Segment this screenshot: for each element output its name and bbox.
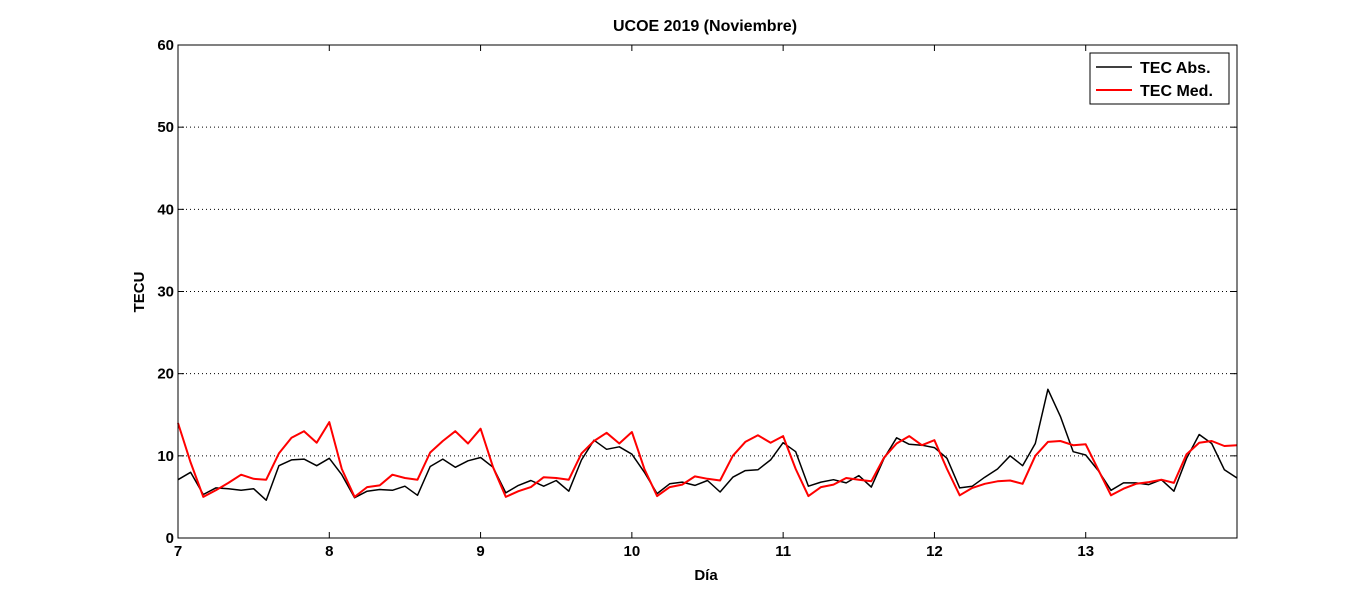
x-tick-label-11: 11: [775, 543, 791, 560]
y-tick-label-20: 20: [157, 366, 174, 383]
legend-label-tec-med: TEC Med.: [1140, 83, 1213, 100]
series-line-tec-med: [177, 421, 1238, 498]
legend: TEC Abs. TEC Med.: [1089, 52, 1230, 105]
x-tick-label-13: 13: [1077, 543, 1094, 560]
series-layer: [177, 388, 1238, 501]
x-tick-label-8: 8: [325, 543, 333, 560]
x-tick-label-7: 7: [174, 543, 182, 560]
y-tick-label-0: 0: [166, 530, 174, 547]
y-tick-label-50: 50: [157, 119, 174, 136]
gridlines: [178, 126, 1237, 457]
legend-label-tec-abs: TEC Abs.: [1140, 60, 1211, 77]
y-axis-label: TECU: [131, 272, 148, 313]
x-axis: 7 8 9 10 11 12 13: [174, 45, 1094, 560]
x-tick-label-12: 12: [926, 543, 943, 560]
chart-title: UCOE 2019 (Noviembre): [613, 18, 797, 35]
y-axis: 0 10 20 30 40 50 60: [157, 37, 1237, 547]
x-tick-label-10: 10: [624, 543, 641, 560]
legend-box: [1089, 52, 1230, 105]
x-tick-label-9: 9: [476, 543, 484, 560]
y-tick-label-10: 10: [157, 448, 174, 465]
x-axis-label: Día: [694, 567, 718, 584]
y-tick-label-40: 40: [157, 201, 174, 218]
y-tick-label-30: 30: [157, 284, 174, 301]
y-tick-label-60: 60: [157, 37, 174, 54]
